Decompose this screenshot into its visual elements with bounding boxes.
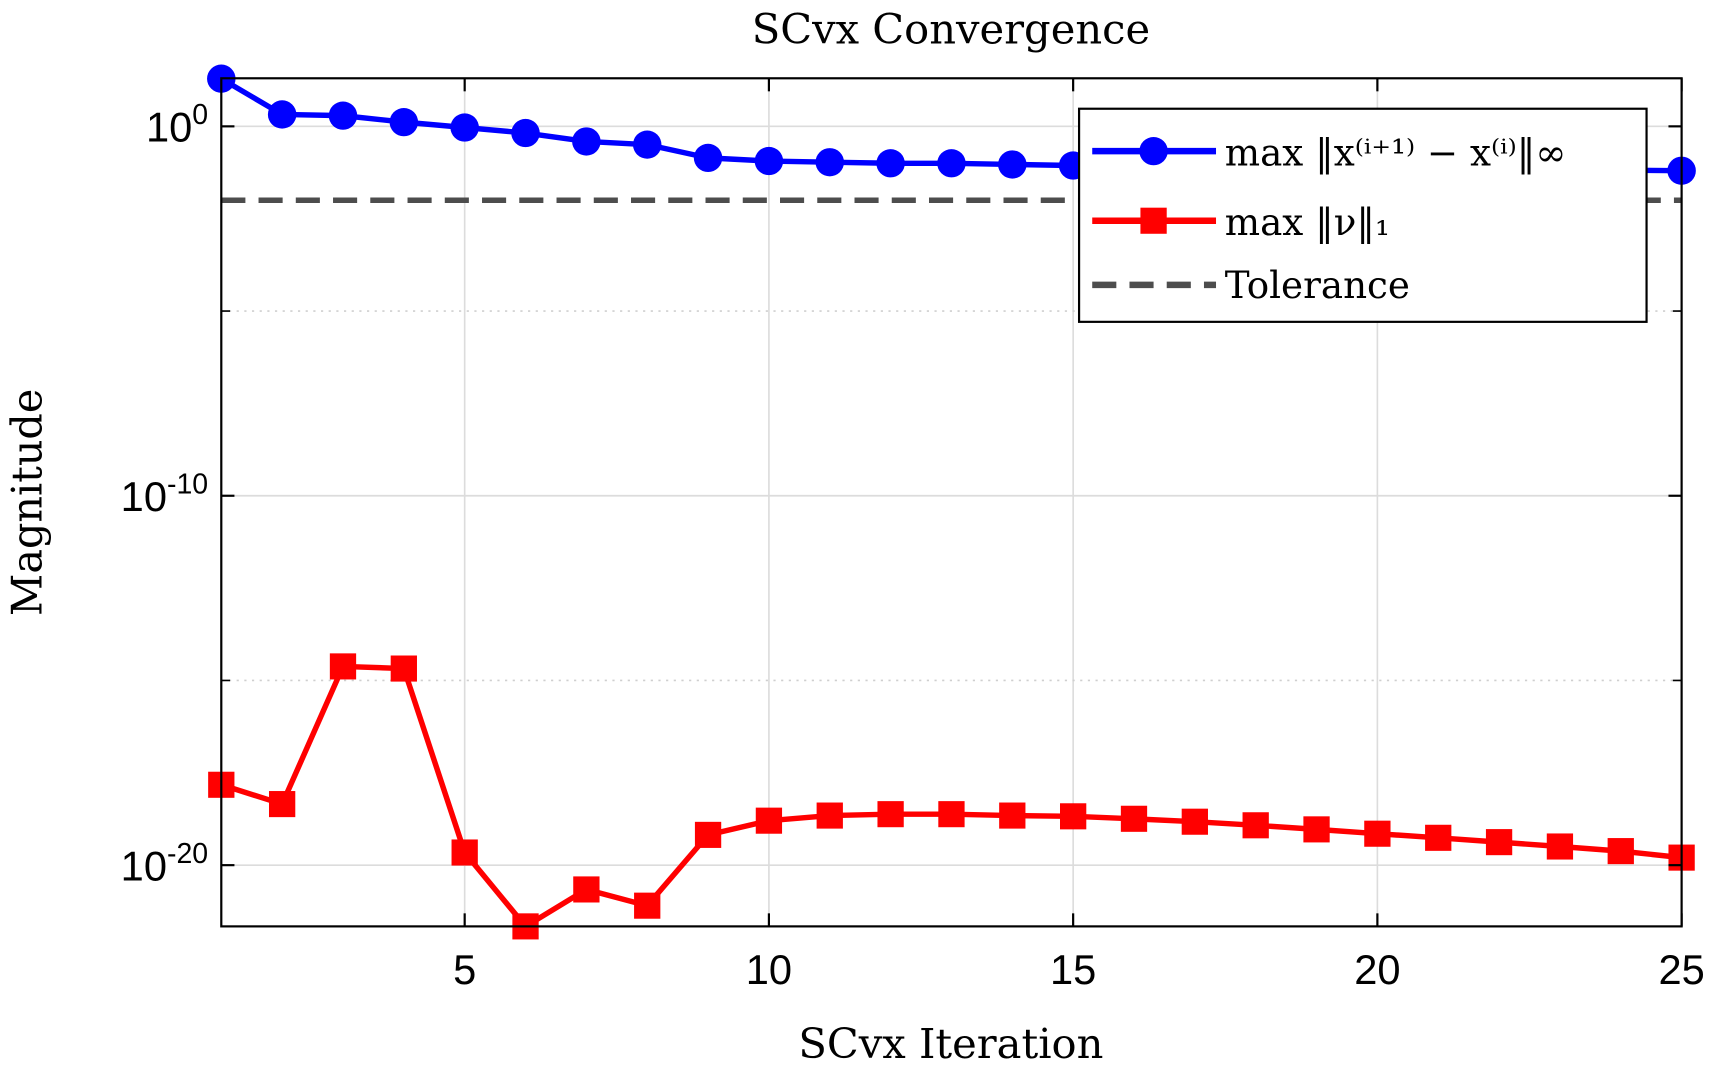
data-point-square xyxy=(1607,838,1634,865)
data-point-circle xyxy=(815,148,845,177)
data-point-circle xyxy=(572,127,601,156)
legend: max ‖x⁽ⁱ⁺¹⁾ − x⁽ⁱ⁾‖∞ max ‖ν‖₁ Tolerance xyxy=(1077,107,1648,323)
plot-frame xyxy=(220,77,1683,928)
legend-marker-circle xyxy=(1139,137,1168,166)
data-point-square xyxy=(877,801,904,828)
y-tick-label: 100 xyxy=(146,99,208,150)
data-point-square xyxy=(1364,820,1391,847)
data-point-circle xyxy=(693,143,723,173)
data-point-circle xyxy=(328,101,358,130)
data-point-square xyxy=(268,791,296,818)
x-axis-label: SCvx Iteration xyxy=(798,1020,1103,1068)
data-point-circle xyxy=(450,113,479,142)
chart-title: SCvx Convergence xyxy=(752,6,1150,54)
data-point-square xyxy=(938,801,965,828)
data-point-square xyxy=(694,821,722,848)
data-point-square xyxy=(634,892,661,919)
data-point-square xyxy=(1181,808,1208,835)
data-point-square xyxy=(451,839,478,866)
x-tick-label: 10 xyxy=(746,946,792,993)
y-tick-label: 10-20 xyxy=(121,838,208,889)
data-point-square xyxy=(1303,816,1330,843)
data-point-square xyxy=(999,802,1026,829)
data-point-square xyxy=(573,876,600,903)
data-point-circle xyxy=(998,150,1027,179)
data-point-square xyxy=(1546,833,1574,860)
legend-label-nu: max ‖ν‖₁ xyxy=(1225,201,1390,244)
legend-marker-square xyxy=(1140,207,1167,234)
x-tick-label: 20 xyxy=(1354,946,1400,993)
x-tick-label: 5 xyxy=(453,946,476,993)
data-point-square xyxy=(329,653,357,680)
data-point-square xyxy=(1425,824,1452,851)
data-point-circle xyxy=(632,130,662,159)
data-point-circle xyxy=(754,146,784,176)
series-line-1 xyxy=(220,663,1682,930)
y-tick-label: 10-10 xyxy=(121,469,208,520)
data-point-square xyxy=(1242,812,1269,839)
data-point-circle xyxy=(511,118,540,148)
data-point-square xyxy=(755,807,783,834)
data-point-circle xyxy=(876,149,905,178)
ticks: 5 10 15 20 25 100 10-10 10-20 xyxy=(121,78,1705,993)
legend-label-tolerance: Tolerance xyxy=(1225,264,1410,307)
data-point-square xyxy=(1485,829,1513,856)
x-tick-label: 25 xyxy=(1658,946,1704,993)
data-point-square xyxy=(390,655,417,682)
x-tick-label: 15 xyxy=(1050,946,1096,993)
data-point-square xyxy=(1059,803,1087,830)
data-point-circle xyxy=(937,149,966,178)
data-point-circle xyxy=(267,100,297,129)
data-point-square xyxy=(1120,805,1148,832)
data-point-square xyxy=(816,802,843,829)
y-axis-label: Magnitude xyxy=(3,389,51,616)
data-point-circle xyxy=(389,108,419,137)
legend-label-step: max ‖x⁽ⁱ⁺¹⁾ − x⁽ⁱ⁾‖∞ xyxy=(1225,131,1567,174)
